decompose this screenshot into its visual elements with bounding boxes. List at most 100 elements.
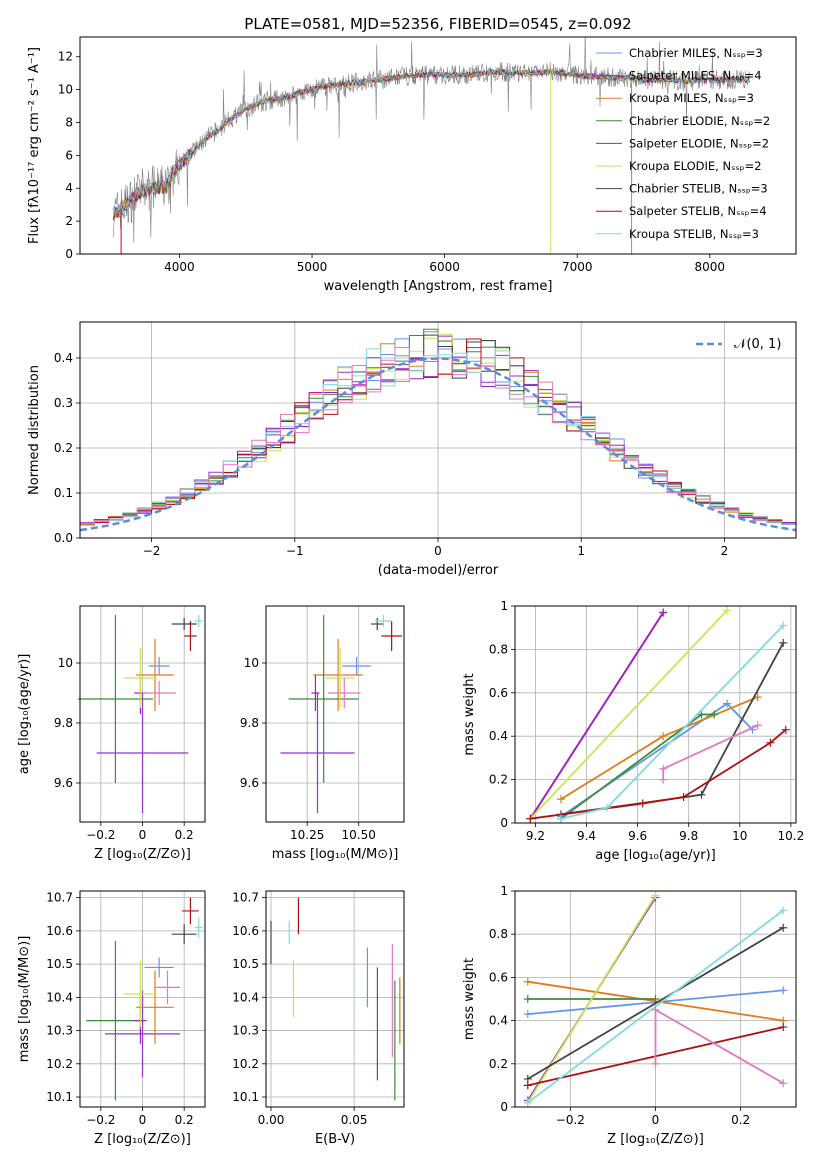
residuals-hist-kroupa-stelib (80, 348, 796, 538)
mass_weight_vs_age-ytick-label: 1 (500, 599, 508, 613)
spectrum-legend-entry: Salpeter MILES, Nₛₛₚ=4 (629, 69, 762, 83)
spectrum-legend-entry: Kroupa ELODIE, Nₛₛₚ=2 (629, 159, 762, 173)
mass_weight_vs_age-series-kroupa-miles-marker (556, 795, 565, 804)
residuals-xtick-label: −1 (286, 544, 304, 558)
spectrum-xtick-label: 6000 (429, 260, 460, 274)
mass_weight_vs_age-ytick-label: 0.6 (489, 686, 508, 700)
mass_weight_vs_age-ytick-label: 0.2 (489, 773, 508, 787)
mass_weight_vs_age-series-kroupa-miles (560, 696, 759, 800)
residuals-hist-pink (80, 347, 796, 538)
mass_weight_vs_Z-series-chabrier-elodie-marker (651, 995, 660, 1003)
figure-title: PLATE=0581, MJD=52356, FIBERID=0545, z=0… (244, 15, 631, 33)
mass_weight_vs_age-series-salpeter-elodie (529, 612, 664, 820)
spectrum-ytick-label: 8 (65, 115, 73, 129)
mass_vs_Z-xtick-label: −0.2 (86, 1113, 115, 1127)
residuals-xtick-label: 0 (434, 544, 442, 558)
mass_vs_Z-ytick-label: 10.3 (46, 1024, 73, 1038)
mass_weight_vs_age-xtick-label: 9.6 (628, 829, 647, 843)
mass_weight_vs_age-ytick-label: 0.4 (489, 729, 508, 743)
mass_weight_vs_Z-ytick-label: 0.4 (489, 1014, 508, 1028)
spectrum-legend-entry: Kroupa MILES, Nₛₛₚ=3 (629, 91, 754, 105)
mass_weight_vs_age-series-kroupa-stelib-marker (556, 814, 565, 823)
residuals-xlabel: (data-model)/error (378, 563, 499, 578)
spectrum-ytick-label: 6 (65, 148, 73, 162)
mass_weight_vs_Z-series-chabrier-elodie-marker (523, 995, 532, 1003)
spectrum-ytick-label: 0 (65, 247, 73, 261)
mass_weight_vs_age-series-salpeter-stelib-marker (781, 725, 790, 734)
mass_vs_Z-ytick-label: 10.6 (46, 924, 73, 938)
mass_weight_vs_age-xlabel: age [log₁₀(age/yr)] (595, 848, 716, 863)
residuals-legend-entry: 𝒩(0, 1) (734, 337, 781, 352)
mass_weight_vs_age-series-chabrier-stelib-marker (697, 790, 706, 799)
age_vs_Z-ytick-label: 9.8 (54, 716, 73, 730)
spectrum-ytick-label: 12 (58, 50, 73, 64)
spectrum-legend-entry: Kroupa STELIB, Nₛₛₚ=3 (629, 227, 759, 241)
spectrum-frame (79, 36, 797, 255)
mass_weight_vs_Z-series-chabrier-stelib (527, 926, 784, 1080)
spectrum-xtick-label: 8000 (695, 260, 726, 274)
mass_weight_vs_age-series-pink-marker (659, 775, 668, 784)
mass_vs_Z-ytick-label: 10.7 (46, 891, 73, 905)
mass_weight_vs_age-series-chabrier-elodie-marker (697, 710, 706, 719)
residuals-ytick-label: 0.3 (54, 396, 73, 410)
residuals-xtick-label: 1 (577, 544, 585, 558)
residuals-ytick-label: 0.2 (54, 441, 73, 455)
spectrum-ytick-label: 10 (58, 83, 73, 97)
mass_weight_vs_Z-ytick-label: 1 (500, 884, 508, 898)
spectrum-model-kroupa-stelib (112, 68, 750, 217)
mass_vs_EBV-ytick-label: 10.4 (232, 990, 259, 1004)
age_vs_Z-frame (79, 605, 206, 823)
age_vs_Z-xlabel: Z [log₁₀(Z/Z⊙)] (94, 847, 191, 862)
spectrum-legend-entry: Chabrier STELIB, Nₛₛₚ=3 (629, 182, 768, 196)
age_vs_Z-ylabel: age [log₁₀(age/yr)] (17, 654, 32, 775)
mass_weight_vs_age-xtick-label: 10.2 (778, 829, 805, 843)
age_vs_mass-ytick-label: 10 (244, 656, 259, 670)
mass_weight_vs_age-series-pink (662, 724, 759, 780)
spectrum-xtick-label: 4000 (164, 260, 195, 274)
mass_weight_vs_Z-frame (514, 890, 797, 1108)
age_vs_Z-xtick-label: 0 (139, 828, 147, 842)
mass_weight_vs_age-ytick-label: 0 (500, 816, 508, 830)
mass_vs_Z-ytick-label: 10.4 (46, 990, 73, 1004)
residuals-ytick-label: 0.1 (54, 486, 73, 500)
mass_vs_EBV-ytick-label: 10.2 (232, 1057, 259, 1071)
mass_weight_vs_age-series-kroupa-stelib (560, 624, 784, 820)
mass_weight_vs_Z-series-kroupa-elodie-marker (651, 891, 660, 900)
mass_weight_vs_age-series-kroupa-stelib-marker (779, 621, 788, 630)
mass_weight_vs_age-series-chabrier-stelib-marker (779, 638, 788, 647)
mass_vs_EBV-ytick-label: 10.7 (232, 891, 259, 905)
age_vs_mass-xtick-label: 10.25 (290, 828, 324, 842)
age_vs_mass-frame (265, 605, 405, 823)
mass_weight_vs_age-series-salpeter-elodie-marker (659, 608, 668, 617)
mass_vs_EBV-ytick-label: 10.3 (232, 1024, 259, 1038)
mass_weight_vs_Z-series-pink-marker (651, 1059, 660, 1068)
mass_weight_vs_age-series-salpeter-stelib-marker (526, 814, 535, 823)
mass_weight_vs_Z-xtick-label: 0 (652, 1113, 660, 1127)
mass_weight_vs_age-frame (514, 605, 797, 824)
mass_weight_vs_Z-series-pink-marker (779, 1079, 788, 1088)
spectrum-ytick-label: 2 (65, 214, 73, 228)
mass_weight_vs_Z-ylabel: mass weight (462, 958, 477, 1040)
mass_weight_vs_Z-series-kroupa-stelib-marker (523, 1098, 532, 1107)
residuals-normal-curve (79, 357, 797, 532)
mass_weight_vs_age-xtick-label: 9.4 (577, 829, 596, 843)
mass_weight_vs_Z-ytick-label: 0.8 (489, 927, 508, 941)
age_vs_mass-xlabel: mass [log₁₀(M/M⊙)] (272, 847, 399, 862)
mass_weight_vs_Z-xtick-label: −0.2 (556, 1113, 585, 1127)
age_vs_Z-ytick-label: 10 (58, 656, 73, 670)
mass_weight_vs_Z-ytick-label: 0.2 (489, 1057, 508, 1071)
mass_weight_vs_age-series-salpeter-stelib-marker (766, 738, 775, 747)
mass_weight_vs_Z-series-kroupa-elodie (527, 894, 657, 1104)
mass_vs_EBV-xtick-label: 0.05 (341, 1113, 368, 1127)
mass_weight_vs_age-series-chabrier-miles-marker (723, 699, 732, 708)
age_vs_mass-xtick-label: 10.50 (342, 828, 376, 842)
age_vs_Z-xtick-label: 0.2 (175, 828, 194, 842)
mass_weight_vs_Z-ytick-label: 0.6 (489, 970, 508, 984)
spectrum-ylabel: Flux [fλ10⁻¹⁷ erg cm⁻² s⁻¹ A⁻¹] (27, 47, 42, 244)
mass_weight_vs_age-series-salpeter-stelib-marker (679, 792, 688, 801)
mass_vs_EBV-frame (265, 890, 405, 1108)
mass_vs_EBV-xtick-label: 0.00 (258, 1113, 285, 1127)
residuals-frame (79, 321, 797, 539)
residuals-xtick-label: 2 (721, 544, 729, 558)
